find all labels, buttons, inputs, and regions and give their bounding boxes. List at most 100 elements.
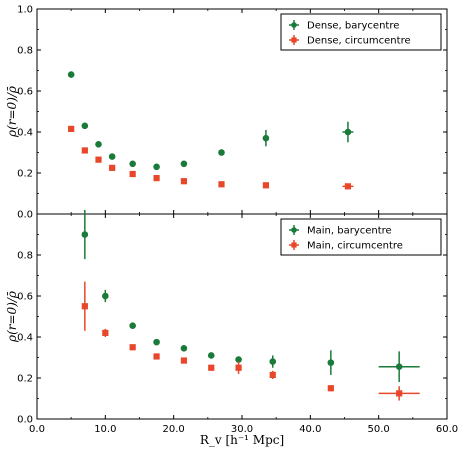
marker-circle: [327, 359, 335, 366]
data-point: [102, 328, 109, 337]
y-tick-label-top: 0.8: [17, 46, 33, 57]
x-tick-label: 20.0: [163, 424, 185, 435]
legend-marker: [291, 22, 297, 28]
marker-square: [269, 371, 276, 379]
marker-circle: [95, 141, 102, 148]
data-point: [180, 344, 188, 352]
data-point: [180, 160, 188, 168]
marker-circle: [81, 231, 89, 238]
marker-circle: [269, 358, 277, 365]
series-main-barycentre: [81, 209, 420, 383]
data-point: [102, 289, 109, 303]
data-point: [207, 352, 215, 359]
y-tick-label-bottom: 0.2: [17, 374, 33, 385]
marker-circle: [129, 322, 136, 330]
series-dense-circumcentre: [68, 125, 354, 190]
y-axis-label-top: ρ(r=0)/ρ̄: [5, 86, 19, 138]
marker-square: [153, 175, 160, 182]
marker-square: [81, 303, 88, 310]
marker-square: [68, 125, 75, 133]
y-tick-label-top: 0.0: [17, 210, 33, 221]
data-point: [81, 209, 89, 260]
data-point: [81, 147, 88, 154]
marker-circle: [207, 352, 215, 359]
data-point: [129, 322, 136, 330]
y-tick-label-bottom: 0.4: [17, 333, 33, 344]
data-point: [180, 178, 188, 185]
marker-circle: [180, 160, 188, 168]
data-point: [327, 385, 334, 392]
data-point: [269, 370, 276, 380]
marker-circle: [344, 128, 352, 136]
legend-marker: [291, 37, 297, 43]
marker-circle: [108, 153, 116, 160]
data-point: [153, 175, 160, 182]
data-point: [327, 350, 335, 375]
legend-box: [280, 13, 442, 51]
data-point: [153, 353, 160, 360]
data-point: [218, 149, 225, 156]
data-point: [109, 164, 116, 171]
marker-square: [180, 178, 188, 185]
marker-square: [262, 182, 270, 189]
data-point: [262, 182, 270, 189]
marker-circle: [180, 344, 188, 352]
marker-square: [109, 164, 116, 171]
marker-circle: [235, 356, 242, 363]
data-point: [95, 156, 102, 163]
data-point: [67, 71, 75, 78]
data-point: [342, 121, 354, 143]
data-point: [262, 129, 270, 147]
marker-square: [218, 181, 225, 188]
x-tick-label: 40.0: [299, 424, 321, 435]
data-point: [129, 160, 136, 168]
series-main-circumcentre: [81, 281, 420, 401]
y-tick-label-top: 0.2: [17, 169, 33, 180]
marker-square: [153, 353, 160, 360]
series-dense-barycentre: [67, 71, 354, 171]
marker-square: [81, 147, 88, 154]
marker-square: [208, 364, 215, 371]
data-point: [81, 122, 89, 130]
legend-label: Main, circumcentre: [307, 241, 403, 252]
marker-square: [102, 329, 109, 336]
y-tick-label-top: 0.6: [17, 87, 33, 98]
data-point: [269, 355, 277, 368]
legend-top: Dense, barycentre Dense, circumcentre: [280, 13, 442, 51]
y-tick-label-top: 1.0: [17, 5, 33, 16]
legend-label: Dense, barycentre: [307, 21, 399, 32]
marker-circle: [129, 160, 136, 168]
y-tick-label-bottom: 0.6: [17, 292, 33, 303]
data-point: [378, 351, 420, 383]
x-tick-label: 0.0: [29, 424, 45, 435]
marker-circle: [102, 292, 109, 300]
marker-square: [327, 385, 334, 392]
x-axis-label: R_v [h⁻¹ Mpc]: [200, 433, 284, 447]
data-point: [68, 125, 75, 133]
marker-square: [129, 344, 136, 351]
data-point: [108, 153, 116, 160]
data-point: [378, 386, 420, 401]
data-point: [208, 364, 215, 371]
marker-square: [396, 390, 403, 397]
data-point: [180, 357, 188, 364]
marker-circle: [153, 338, 160, 346]
data-point: [235, 361, 242, 374]
marker-square: [235, 364, 242, 371]
legend-label: Dense, circumcentre: [307, 36, 411, 47]
y-tick-label-bottom: 0.8: [17, 251, 33, 262]
x-tick-label: 10.0: [94, 424, 116, 435]
x-tick-label: 60.0: [436, 424, 458, 435]
y-tick-label-bottom: 0.0: [17, 415, 33, 426]
marker-circle: [81, 122, 89, 130]
data-point: [81, 281, 88, 331]
x-tick-label: 50.0: [368, 424, 390, 435]
marker-circle: [153, 163, 160, 171]
legend-bottom: Main, barycentre Main, circumcentre: [280, 218, 442, 256]
y-tick-label-top: 0.4: [17, 128, 33, 139]
legend-box: [280, 218, 442, 256]
marker-square: [180, 357, 188, 364]
marker-square: [129, 170, 136, 178]
